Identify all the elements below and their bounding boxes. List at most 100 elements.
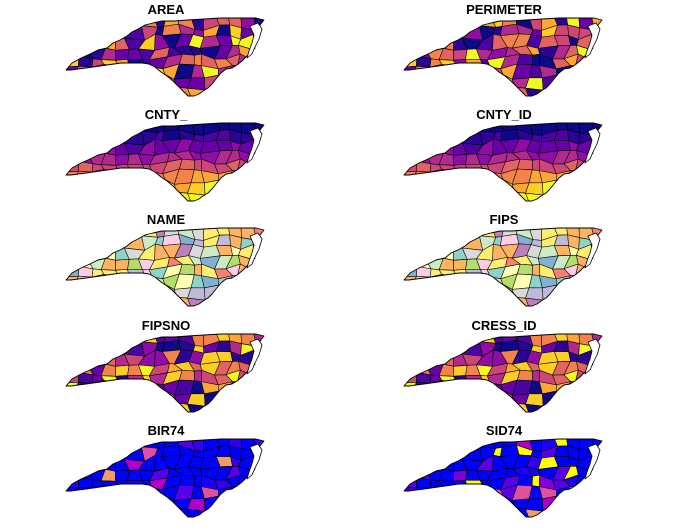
county-polygon	[404, 334, 417, 345]
county-polygon	[404, 228, 417, 239]
county-polygon	[66, 286, 77, 298]
county-polygon	[428, 334, 442, 347]
county-polygon	[556, 179, 565, 194]
county-polygon	[404, 439, 417, 450]
state-outline	[65, 227, 265, 307]
county-polygon	[66, 295, 79, 306]
county-polygon	[454, 390, 466, 407]
county-polygon	[426, 504, 442, 517]
county-polygon	[404, 350, 416, 365]
county-polygon	[150, 178, 168, 195]
county-polygon	[224, 183, 244, 192]
county-polygon	[412, 133, 433, 142]
county-polygon	[428, 228, 442, 241]
county-polygon	[531, 53, 540, 66]
county-polygon	[99, 228, 117, 240]
county-polygon	[425, 245, 444, 261]
county-polygon	[491, 508, 506, 517]
state-outline	[403, 17, 603, 97]
county-polygon	[193, 263, 202, 276]
county-polygon	[137, 73, 155, 90]
county-polygon	[126, 284, 146, 301]
county-polygon	[453, 85, 467, 96]
county-polygon	[115, 85, 129, 96]
county-polygon	[453, 49, 468, 61]
county-polygon	[590, 56, 602, 68]
map-panel-area: AREA	[65, 2, 265, 97]
county-polygon	[76, 34, 92, 51]
county-polygon	[218, 390, 227, 405]
county-polygon	[253, 504, 264, 517]
county-polygon	[503, 192, 517, 201]
county-polygon	[74, 449, 95, 458]
county-polygon	[179, 474, 195, 487]
county-polygon	[464, 86, 480, 96]
sound-water	[246, 232, 263, 269]
county-polygon	[87, 140, 106, 156]
sound-water	[246, 443, 263, 480]
county-polygon	[491, 403, 506, 412]
county-polygon	[450, 234, 466, 249]
county-polygon	[215, 506, 229, 517]
county-polygon	[437, 439, 455, 451]
county-polygon	[127, 439, 142, 447]
county-polygon	[437, 129, 454, 146]
county-polygon	[404, 455, 416, 470]
county-polygon	[562, 78, 582, 87]
county-polygon	[454, 171, 468, 185]
county-polygon	[126, 86, 142, 96]
county-polygon	[74, 123, 95, 136]
county-polygon	[127, 123, 142, 131]
county-polygon	[575, 65, 594, 81]
county-polygon	[590, 372, 602, 384]
county-polygon	[126, 507, 142, 517]
county-polygon	[453, 470, 468, 482]
county-polygon	[91, 234, 106, 251]
map-panels: AREA PERIMETER CNTY_ CNTY_ID NAME FIPS FIPSNO C…	[65, 2, 603, 518]
county-polygon	[88, 399, 104, 412]
county-polygon	[73, 495, 90, 507]
county-polygon	[412, 18, 433, 31]
county-polygon	[144, 275, 153, 290]
county-polygon	[236, 288, 257, 297]
county-polygon	[116, 382, 130, 396]
county-polygon	[531, 369, 540, 382]
sound-water	[584, 127, 601, 164]
county-polygon	[144, 486, 153, 501]
county-polygon	[574, 504, 595, 517]
sound-water	[246, 22, 263, 59]
county-polygon	[475, 191, 493, 201]
county-polygon	[441, 64, 458, 80]
county-polygon	[591, 188, 602, 201]
county-polygon	[90, 228, 104, 241]
county-polygon	[574, 83, 595, 96]
map-panel-cress-id: CRESS_ID	[403, 318, 603, 413]
county-polygon	[66, 190, 79, 201]
county-polygon	[414, 505, 430, 517]
county-polygon	[150, 283, 168, 300]
county-polygon	[253, 188, 264, 201]
county-polygon	[103, 485, 120, 501]
county-polygon	[116, 276, 130, 290]
county-polygon	[218, 495, 227, 510]
county-polygon	[236, 83, 257, 96]
county-polygon	[491, 192, 506, 201]
county-polygon	[137, 191, 155, 201]
county-polygon	[464, 390, 484, 407]
county-polygon	[590, 266, 602, 278]
county-polygon	[464, 402, 480, 412]
county-polygon	[90, 18, 104, 31]
county-polygon	[465, 228, 480, 236]
county-polygon	[429, 340, 444, 357]
county-polygon	[102, 499, 120, 508]
county-polygon	[464, 381, 484, 396]
county-polygon	[488, 178, 506, 195]
county-polygon	[574, 188, 595, 201]
county-polygon	[76, 505, 92, 517]
county-polygon	[412, 344, 433, 353]
panel-title: CNTY_ID	[476, 107, 532, 122]
county-polygon	[591, 293, 602, 306]
county-polygon	[116, 171, 130, 185]
county-polygon	[87, 351, 106, 367]
county-polygon	[253, 293, 264, 306]
